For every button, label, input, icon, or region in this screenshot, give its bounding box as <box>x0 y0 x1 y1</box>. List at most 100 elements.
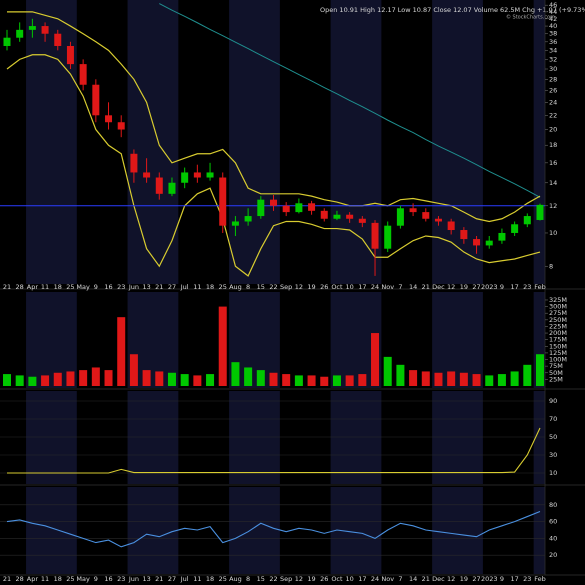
volume-bar <box>117 317 126 386</box>
candle-body <box>333 214 341 219</box>
volume-bar <box>371 333 380 386</box>
volume-tick-label: 125M <box>549 349 567 357</box>
x-tick-label: 27 <box>472 283 480 291</box>
x-tick-label: 17 <box>510 283 518 291</box>
x-tick-label: 23 <box>117 575 125 583</box>
volume-tick-label: 50M <box>549 369 563 377</box>
x-tick-label: 27 <box>168 575 176 583</box>
candle-body <box>523 216 531 225</box>
volume-bar <box>294 375 303 386</box>
candle-body <box>511 224 519 233</box>
x-tick-label: 11 <box>41 575 49 583</box>
candle-body <box>422 212 430 219</box>
volume-bar <box>497 374 506 386</box>
candle-body <box>282 205 290 213</box>
candle-body <box>219 177 227 226</box>
candle-body <box>320 210 328 219</box>
month-band <box>229 391 280 484</box>
x-tick-label: 25 <box>66 575 74 583</box>
y-tick-label: 42 <box>549 15 557 23</box>
x-tick-label: 23 <box>523 283 531 291</box>
indicator-tick-label: 90 <box>549 397 557 405</box>
volume-tick-label: 200M <box>549 329 567 337</box>
x-tick-label: 17 <box>358 283 366 291</box>
x-tick-label: 10 <box>346 575 354 583</box>
x-tick-label: Dec <box>432 283 445 291</box>
x-tick-label: Feb <box>534 283 546 291</box>
volume-bar <box>231 362 240 386</box>
x-tick-label: 19 <box>460 283 468 291</box>
quote-header: Open 10.91 High 12.17 Low 10.87 Close 12… <box>320 6 585 14</box>
oscillator-tick-label: 40 <box>549 534 557 542</box>
y-tick-label: 18 <box>549 141 557 149</box>
volume-bar <box>28 376 37 386</box>
x-tick-label: 27 <box>472 575 480 583</box>
x-tick-label: 21 <box>155 283 163 291</box>
volume-bar <box>282 374 291 386</box>
candle-body <box>206 172 214 178</box>
volume-bar <box>472 374 481 386</box>
volume-bar <box>332 375 341 386</box>
x-tick-label: 26 <box>320 575 328 583</box>
x-tick-label: Oct <box>331 283 343 291</box>
month-band <box>432 0 483 284</box>
month-band <box>533 292 545 388</box>
candle-body <box>244 216 252 222</box>
volume-bar <box>218 306 227 386</box>
volume-tick-label: 25M <box>549 375 563 383</box>
month-band <box>26 0 77 284</box>
volume-bar <box>79 370 88 386</box>
x-tick-label: 23 <box>523 575 531 583</box>
volume-bar <box>383 356 392 386</box>
x-tick-label: 16 <box>104 283 112 291</box>
month-band <box>330 391 382 484</box>
long-moving-average <box>159 3 541 198</box>
x-tick-label: 10 <box>346 283 354 291</box>
y-tick-label: 26 <box>549 86 557 94</box>
x-tick-label: 27 <box>168 283 176 291</box>
volume-bar <box>320 376 329 386</box>
volume-tick-label: 250M <box>549 316 567 324</box>
candle-body <box>168 182 176 194</box>
x-tick-label: 19 <box>307 575 315 583</box>
volume-bar <box>155 371 164 386</box>
candle-body <box>193 172 201 178</box>
x-tick-label: 21 <box>3 575 11 583</box>
x-tick-label: 19 <box>460 575 468 583</box>
candle-body <box>257 199 265 217</box>
candle-body <box>409 208 417 213</box>
volume-bar <box>53 372 62 386</box>
oscillator-tick-label: 60 <box>549 518 557 526</box>
volume-bar <box>434 372 443 386</box>
x-tick-label: 8 <box>246 283 250 291</box>
candle-body <box>485 240 493 246</box>
x-tick-label: 12 <box>295 575 303 583</box>
y-tick-label: 8 <box>549 262 553 270</box>
x-tick-label: Jun <box>128 283 139 291</box>
x-tick-label: 22 <box>269 575 277 583</box>
x-tick-label: Sep <box>280 575 292 583</box>
x-tick-label: 11 <box>193 575 201 583</box>
x-tick-label: 13 <box>142 283 150 291</box>
month-band <box>127 0 179 284</box>
month-band <box>229 487 280 574</box>
candle-body <box>473 239 481 246</box>
x-tick-label: 17 <box>510 575 518 583</box>
candle-body <box>346 214 354 219</box>
x-tick-label: Apr <box>27 575 39 583</box>
y-tick-label: 40 <box>549 22 557 30</box>
oscillator-tick-label: 80 <box>549 501 557 509</box>
volume-tick-label: 300M <box>549 303 567 311</box>
x-tick-label: Jul <box>180 283 189 291</box>
volume-bar <box>167 372 176 386</box>
candle-body <box>28 26 36 30</box>
month-band <box>127 487 179 574</box>
y-tick-label: 44 <box>549 8 557 16</box>
x-tick-label: Nov <box>381 575 394 583</box>
candle-body <box>396 208 404 226</box>
candle-body <box>3 37 11 46</box>
volume-tick-label: 225M <box>549 322 567 330</box>
volume-bar <box>66 371 75 386</box>
x-tick-label: 18 <box>206 283 214 291</box>
x-tick-label: 22 <box>269 283 277 291</box>
